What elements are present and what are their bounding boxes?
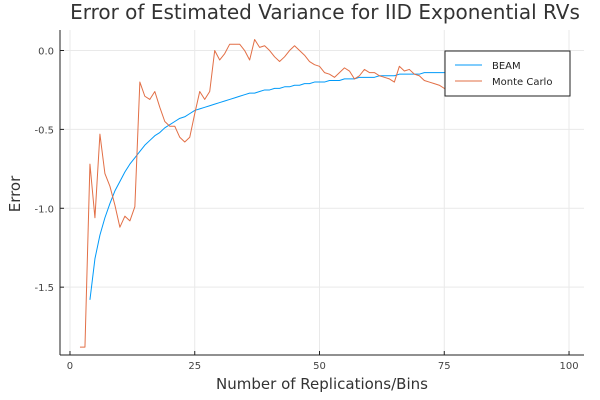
legend-label-beam: BEAM <box>492 61 521 72</box>
x-tick-label: 75 <box>438 361 451 372</box>
chart-title: Error of Estimated Variance for IID Expo… <box>70 0 580 24</box>
x-tick-label: 25 <box>188 361 201 372</box>
x-tick-label: 100 <box>559 361 578 372</box>
x-tick-label: 0 <box>67 361 73 372</box>
y-tick-label: -0.5 <box>34 125 54 136</box>
x-axis-label: Number of Replications/Bins <box>216 375 428 393</box>
y-axis-label: Error <box>6 175 24 212</box>
y-tick-label: 0.0 <box>38 47 54 58</box>
legend-label-monte-carlo: Monte Carlo <box>492 77 552 88</box>
x-tick-label: 50 <box>313 361 326 372</box>
legend-box <box>444 50 571 97</box>
series-line-beam <box>89 65 570 300</box>
y-tick-label: -1.5 <box>34 283 54 294</box>
y-tick-label: -1.0 <box>34 204 54 215</box>
legend: BEAM Monte Carlo <box>444 50 571 97</box>
grid-lines <box>60 30 584 355</box>
tick-labels: 0 25 50 75 100 0.0 -0.5 -1.0 -1.5 <box>34 47 578 372</box>
